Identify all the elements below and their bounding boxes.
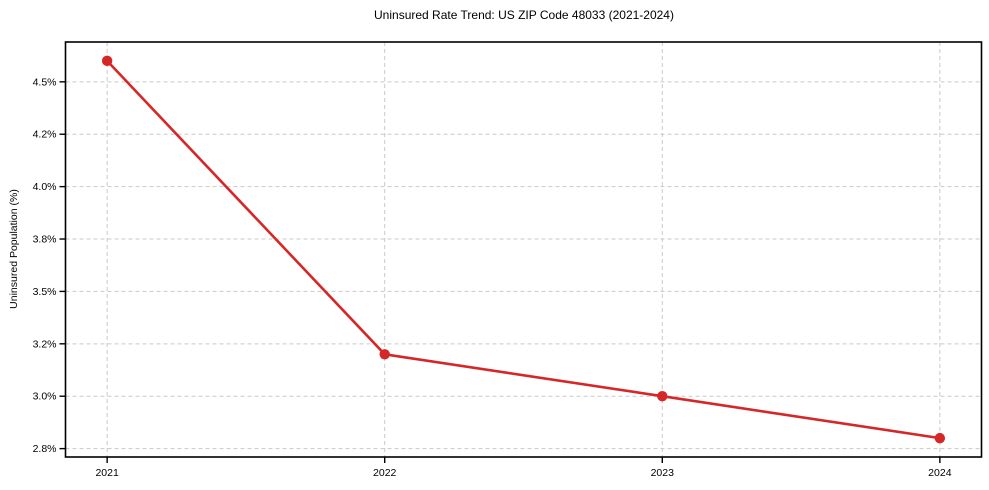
y-tick-label: 2.8%: [33, 443, 57, 455]
chart-title: Uninsured Rate Trend: US ZIP Code 48033 …: [374, 8, 674, 22]
data-point-2023: [657, 391, 668, 402]
y-tick-label: 3.8%: [33, 234, 57, 246]
y-tick-label: 3.0%: [33, 391, 57, 403]
y-tick-label: 4.0%: [33, 181, 57, 193]
axes-spines: [64, 41, 983, 458]
y-tick-label: 4.5%: [33, 76, 57, 88]
data-point-2021: [101, 55, 113, 67]
y-tick-label: 3.5%: [33, 286, 57, 298]
y-tick-label: 4.2%: [33, 129, 57, 141]
data-point-2022: [379, 349, 390, 360]
x-tick-label: 2024: [928, 467, 952, 479]
x-tick-label: 2022: [373, 467, 397, 479]
x-tick-label: 2023: [651, 467, 675, 479]
trend-line: [105, 59, 942, 440]
data-point-2024: [934, 432, 946, 444]
x-tick-label: 2021: [95, 467, 119, 479]
y-tick-label: 3.2%: [33, 338, 57, 350]
